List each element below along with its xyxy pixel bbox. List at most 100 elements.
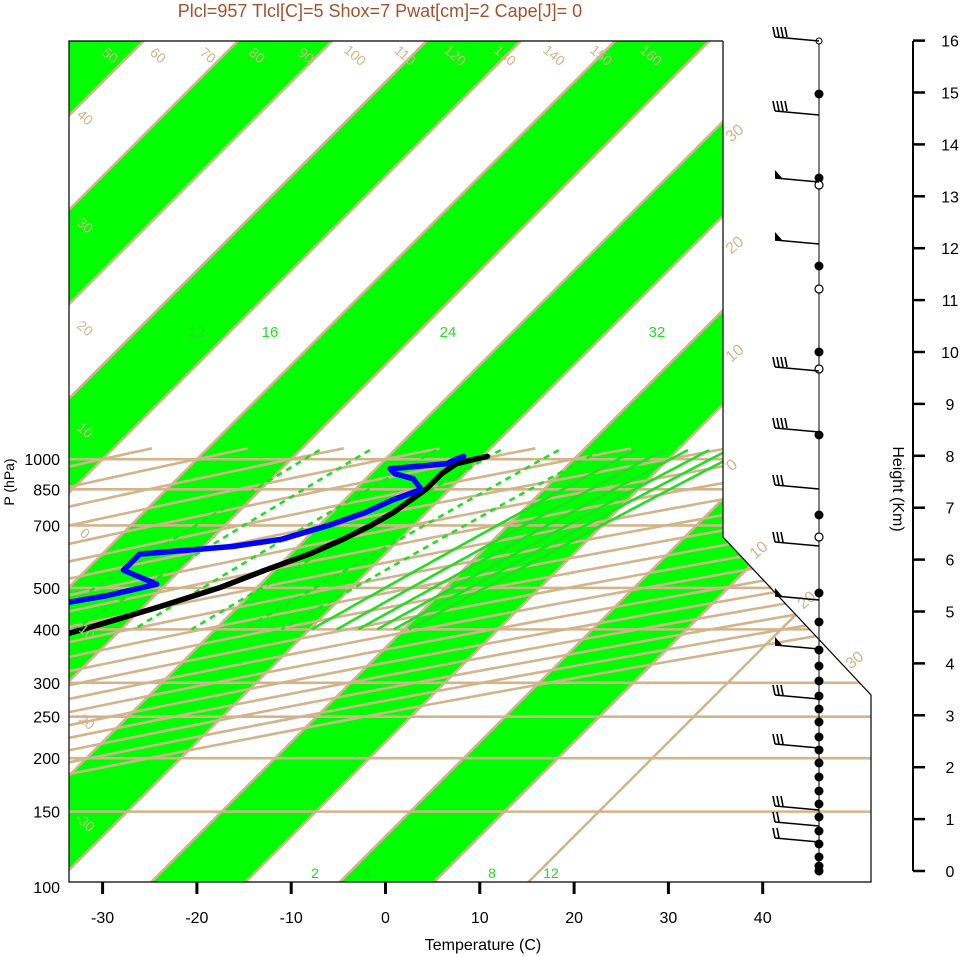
dry-adiabat-line [69,447,536,882]
height-tick-label: 16 [941,34,959,51]
wind-barb-feather [772,684,776,696]
height-tick-label: 10 [941,345,959,362]
dry-adiabat-line [69,447,871,882]
dry-adiabat-line [69,447,871,882]
wind-barb-feather [772,26,776,38]
height-tick-label: 8 [946,449,955,466]
height-tick-label: 13 [941,189,959,206]
pressure-tick-label: 300 [33,676,60,693]
dry-adiabat-line [69,447,871,882]
wind-barb-feather [780,733,784,745]
wind-barb [774,427,820,433]
dry-adiabat-label: 20 [74,317,96,339]
height-level-dot [814,826,824,836]
wind-barb-feather [776,26,780,38]
dry-adiabat-line [69,447,871,882]
wind-barb-feather [784,100,788,112]
height-tick-label: 2 [946,760,955,777]
mixing-ratio-label: 24 [440,324,457,341]
mixing-ratio-line [376,448,710,631]
dry-adiabat-line [69,447,344,882]
wind-barb [774,805,820,811]
dry-adiabat-line [69,447,440,882]
height-tick-label: 9 [946,397,955,414]
height-level-dot [814,704,824,714]
mixing-ratio-label: 12 [189,324,206,341]
height-level-dot [814,284,824,294]
pressure-tick-label: 250 [33,710,60,727]
isotherm-line [69,41,846,882]
dry-adiabat-line [69,447,249,882]
pressure-tick-label: 150 [33,805,60,822]
isotherm-line [452,41,871,882]
dry-adiabat-line [69,447,871,882]
plot-frame [68,40,872,883]
wind-barb-feather [772,795,776,807]
mixing-ratio-line [393,448,729,631]
wind-barb-feather [772,417,776,429]
mixing-ratio-line [69,448,321,631]
chart-title: Plcl=957 Tlcl[C]=5 Shox=7 Pwat[cm]=2 Cap… [178,1,582,21]
height-level-dot [814,812,824,822]
height-tick-label: 7 [946,501,955,518]
pressure-tick-label: 200 [33,751,60,768]
wind-barb-feather [780,795,784,807]
temperature-tick-label: 40 [754,910,772,927]
pressure-tick-label: 1000 [24,452,60,469]
dry-adiabat-line [69,447,871,882]
mixing-ratio-label: 16 [262,324,279,341]
wind-barb-feather [776,827,780,839]
wind-barb-feather [776,795,780,807]
temperature-tick-label: 20 [565,910,583,927]
mixing-ratio-label: 2 [311,865,319,881]
height-level-dot [814,364,824,374]
isotherm-label: 30 [723,121,748,146]
mixing-ratio-lines [69,448,746,631]
wind-barb-feather [780,417,784,429]
wind-barb-feather [780,684,784,696]
height-level-dot [814,430,824,440]
isotherm-line [69,41,469,882]
wind-barb-flag [775,170,783,179]
isotherm-line [69,41,657,882]
temperature-tick-label: -10 [280,910,303,927]
dry-adiabat-line [69,447,871,882]
mixing-ratio-line [336,448,665,631]
wind-barb-feather [780,100,784,112]
wind-barb-feather [776,100,780,112]
band [69,41,562,882]
wind-barb-flag [775,637,783,646]
mixing-ratio-label: 32 [649,324,666,341]
mixing-ratio-line [73,448,371,631]
height-level-dot [814,173,824,183]
mixing-ratio-label: 8 [488,865,496,881]
isotherm-label: 10 [723,341,748,366]
wind-barb-feather [776,733,780,745]
wind-barb-feather [776,417,780,429]
height-level-dot [814,839,824,849]
height-axis-label: Height (Km) [889,446,906,531]
height-level-dot [814,588,824,598]
wind-barb [774,484,820,490]
wind-barb-feather [776,531,780,543]
height-tick-label: 11 [942,293,959,310]
wind-barb [774,366,820,372]
mixing-ratio-line [311,448,637,631]
wind-barb [774,694,820,700]
isotherm-label: 0 [723,456,741,475]
height-level-dot [814,758,824,768]
dry-adiabat-line [69,447,632,882]
pressure-tick-label: 700 [33,518,60,535]
dry-adiabat-line [69,447,871,882]
height-level-dot [814,510,824,520]
wind-barb-feather [780,474,784,486]
wind-barb-flag [775,232,783,241]
wind-barb-feather [772,827,776,839]
height-level-dot [814,347,824,357]
wind-barb [774,110,820,116]
height-level-dot [814,180,824,190]
height-level-dot [814,676,824,686]
